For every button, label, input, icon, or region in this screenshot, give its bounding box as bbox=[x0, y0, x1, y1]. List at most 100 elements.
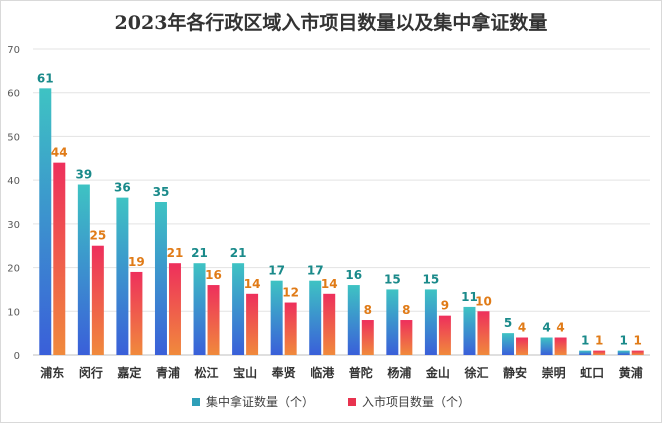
bar-series-0[interactable] bbox=[309, 280, 322, 355]
y-tick-label: 50 bbox=[7, 132, 20, 143]
legend: 集中拿证数量（个） 入市项目数量（个） bbox=[0, 393, 662, 410]
data-label-series-0: 39 bbox=[75, 168, 92, 182]
legend-item-series-0[interactable]: 集中拿证数量（个） bbox=[191, 393, 314, 410]
x-tick-label: 普陀 bbox=[349, 365, 373, 380]
data-label-series-1: 12 bbox=[282, 286, 299, 300]
y-tick-label: 10 bbox=[7, 307, 20, 318]
bar-series-0[interactable] bbox=[424, 289, 437, 355]
bar-series-1[interactable] bbox=[284, 302, 297, 355]
x-tick-label: 静安 bbox=[503, 365, 527, 380]
legend-label-series-1: 入市项目数量（个） bbox=[362, 395, 471, 409]
data-label-series-0: 11 bbox=[461, 290, 478, 304]
data-label-series-1: 14 bbox=[321, 277, 338, 291]
bar-series-1[interactable] bbox=[53, 162, 66, 355]
x-tick-label: 嘉定 bbox=[116, 365, 141, 380]
bar-series-1[interactable] bbox=[323, 293, 336, 355]
y-tick-label: 30 bbox=[7, 220, 20, 231]
y-tick-label: 20 bbox=[7, 264, 20, 275]
data-label-series-0: 17 bbox=[268, 264, 285, 278]
bar-series-0[interactable] bbox=[502, 333, 515, 355]
data-label-series-1: 19 bbox=[128, 255, 145, 269]
data-label-series-0: 16 bbox=[345, 268, 362, 282]
x-tick-label: 临港 bbox=[310, 365, 335, 380]
x-tick-label: 徐汇 bbox=[463, 365, 488, 380]
legend-label-series-0: 集中拿证数量（个） bbox=[205, 395, 314, 409]
bar-series-1[interactable] bbox=[477, 311, 490, 355]
bar-series-0[interactable] bbox=[463, 306, 476, 355]
data-label-series-1: 25 bbox=[89, 229, 106, 243]
bars bbox=[39, 88, 644, 355]
bar-series-1[interactable] bbox=[91, 245, 104, 355]
bar-series-0[interactable] bbox=[270, 280, 283, 355]
bar-series-0[interactable] bbox=[39, 88, 52, 355]
x-tick-label: 杨浦 bbox=[387, 365, 411, 380]
data-label-series-0: 17 bbox=[307, 264, 324, 278]
x-axis-ticks: 浦东 闵行 嘉定 青浦 松江 宝山 奉贤 临港 普陀 杨浦 金山 徐汇 静安 崇明 虹口 黄浦 bbox=[40, 365, 642, 380]
data-label-series-0: 15 bbox=[423, 272, 440, 286]
x-tick-label: 青浦 bbox=[156, 365, 180, 380]
bar-series-1[interactable] bbox=[554, 337, 567, 355]
bar-series-1[interactable] bbox=[516, 337, 529, 355]
legend-swatch-series-1 bbox=[348, 397, 356, 406]
y-tick-label: 70 bbox=[7, 45, 20, 56]
data-label-series-1: 4 bbox=[556, 321, 564, 335]
data-label-series-1: 4 bbox=[518, 321, 526, 335]
bar-series-0[interactable] bbox=[386, 289, 399, 355]
data-label-series-1: 44 bbox=[51, 146, 68, 160]
bar-series-1[interactable] bbox=[207, 285, 220, 355]
bar-series-0[interactable] bbox=[579, 350, 592, 355]
data-label-series-0: 4 bbox=[542, 321, 550, 335]
data-label-series-1: 21 bbox=[167, 246, 184, 260]
x-tick-label: 奉贤 bbox=[271, 365, 296, 380]
bar-series-0[interactable] bbox=[154, 202, 167, 355]
x-tick-label: 闵行 bbox=[79, 365, 103, 380]
x-tick-label: 浦东 bbox=[40, 365, 64, 380]
bar-series-1[interactable] bbox=[130, 271, 143, 355]
y-axis-ticks: 0 10 20 30 40 50 60 70 bbox=[7, 45, 20, 362]
bar-series-0[interactable] bbox=[347, 285, 360, 355]
data-label-series-1: 1 bbox=[595, 334, 603, 348]
data-label-series-1: 1 bbox=[634, 334, 642, 348]
bar-series-0[interactable] bbox=[116, 197, 129, 355]
data-label-series-0: 5 bbox=[504, 316, 512, 330]
x-tick-label: 宝山 bbox=[233, 365, 257, 380]
bar-series-0[interactable] bbox=[193, 263, 206, 355]
data-label-series-1: 14 bbox=[244, 277, 261, 291]
bar-series-1[interactable] bbox=[168, 263, 181, 355]
legend-item-series-1[interactable]: 入市项目数量（个） bbox=[348, 393, 470, 410]
legend-swatch-series-0 bbox=[191, 397, 200, 406]
data-label-series-1: 8 bbox=[364, 303, 372, 317]
data-label-series-1: 16 bbox=[205, 268, 222, 282]
data-label-series-0: 1 bbox=[581, 334, 589, 348]
bar-series-0[interactable] bbox=[77, 184, 90, 355]
bar-series-1[interactable] bbox=[631, 350, 644, 355]
data-label-series-0: 21 bbox=[191, 246, 208, 260]
x-tick-label: 崇明 bbox=[542, 365, 566, 380]
data-label-series-0: 35 bbox=[153, 185, 170, 199]
x-tick-label: 虹口 bbox=[580, 365, 604, 380]
data-label-series-0: 21 bbox=[230, 246, 247, 260]
data-label-series-1: 10 bbox=[475, 294, 492, 308]
x-tick-label: 松江 bbox=[195, 365, 219, 380]
bar-series-1[interactable] bbox=[246, 293, 259, 355]
data-label-series-1: 9 bbox=[441, 299, 449, 313]
data-label-series-1: 8 bbox=[402, 303, 410, 317]
x-tick-label: 黄浦 bbox=[619, 365, 643, 380]
y-tick-label: 40 bbox=[7, 176, 20, 187]
x-tick-label: 金山 bbox=[425, 365, 450, 380]
bar-series-0[interactable] bbox=[540, 337, 553, 355]
chart-title: 2023年各行政区域入市项目数量以及集中拿证数量 bbox=[114, 12, 548, 34]
data-label-series-0: 1 bbox=[620, 334, 628, 348]
bar-series-0[interactable] bbox=[232, 263, 245, 355]
bar-series-1[interactable] bbox=[438, 315, 451, 355]
y-tick-label: 60 bbox=[7, 89, 20, 100]
data-label-series-0: 15 bbox=[384, 272, 401, 286]
gridlines bbox=[33, 48, 650, 356]
bar-series-1[interactable] bbox=[400, 320, 413, 355]
bar-series-0[interactable] bbox=[617, 350, 630, 355]
data-label-series-0: 36 bbox=[114, 181, 131, 195]
bar-series-1[interactable] bbox=[361, 320, 374, 355]
bar-series-1[interactable] bbox=[593, 350, 606, 355]
